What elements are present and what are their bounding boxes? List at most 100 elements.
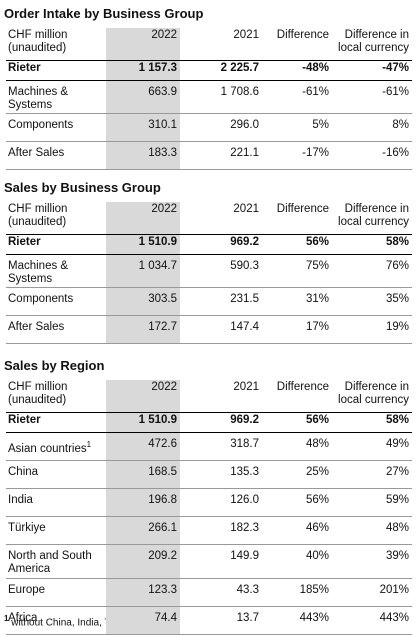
header-cell: Difference: [262, 28, 332, 61]
data-table: CHF million (unaudited) 2022 2021 Differenc…: [6, 28, 412, 170]
value-cell: 443%: [332, 606, 412, 635]
table-row: Türkiye 266.1 182.3 46% 48%: [6, 516, 412, 545]
row-label: Asian countries1: [6, 432, 106, 461]
row-label: Components: [6, 113, 106, 142]
table-row: China 168.5 135.3 25% 27%: [6, 460, 412, 489]
table-row: Components 310.1 296.0 5% 8%: [6, 113, 412, 142]
header-cell: CHF million (unaudited): [6, 202, 106, 235]
header-cell: Difference in local currency: [332, 380, 412, 413]
row-label-text: Rieter: [8, 236, 41, 248]
value-cell: 76%: [332, 254, 412, 288]
row-label-text: Europe: [8, 584, 46, 596]
value-cell: 17%: [262, 315, 332, 344]
row-label-text: Türkiye: [8, 522, 46, 534]
row-label-text: Components: [8, 293, 74, 305]
header-cell: Difference: [262, 202, 332, 235]
value-cell: 27%: [332, 460, 412, 489]
row-label-text: After Sales: [8, 147, 65, 159]
header-cell: Difference: [262, 380, 332, 413]
table-title: Order Intake by Business Group: [4, 6, 204, 21]
value-cell: 185%: [262, 578, 332, 607]
value-cell: 58%: [332, 234, 412, 255]
row-label-text: Machines & Systems: [8, 260, 69, 285]
table-row: Rieter 1 510.9 969.2 56% 58%: [6, 234, 412, 255]
row-label-text: Machines & Systems: [8, 86, 69, 111]
value-cell: 1 157.3: [106, 60, 180, 81]
value-cell: 56%: [262, 488, 332, 517]
value-cell: 310.1: [106, 113, 180, 142]
header-cell: Difference in local currency: [332, 28, 412, 61]
value-cell: 1 510.9: [106, 412, 180, 433]
row-label: Europe: [6, 578, 106, 607]
value-cell: 172.7: [106, 315, 180, 344]
value-cell: 31%: [262, 287, 332, 316]
header-cell: 2022: [106, 380, 180, 413]
header-cell: 2022: [106, 202, 180, 235]
header-cell: 2022: [106, 28, 180, 61]
table-title: Sales by Business Group: [4, 180, 161, 195]
value-cell: 590.3: [180, 254, 262, 288]
table-title: Sales by Region: [4, 358, 105, 373]
value-cell: 201%: [332, 578, 412, 607]
value-cell: 46%: [262, 516, 332, 545]
header-cell: 2021: [180, 380, 262, 413]
row-label: Africa: [6, 606, 106, 635]
value-cell: 75%: [262, 254, 332, 288]
value-cell: 168.5: [106, 460, 180, 489]
row-label: Machines & Systems: [6, 80, 106, 114]
row-label-text: North and South America: [8, 550, 92, 575]
value-cell: 209.2: [106, 544, 180, 579]
header-cell: CHF million (unaudited): [6, 380, 106, 413]
footnote-ref: 1: [86, 440, 92, 449]
table-row: Europe 123.3 43.3 185% 201%: [6, 578, 412, 607]
value-cell: 25%: [262, 460, 332, 489]
row-label: Machines & Systems: [6, 254, 106, 288]
header-row: CHF million (unaudited) 2022 2021 Differenc…: [6, 28, 412, 61]
value-cell: 49%: [332, 432, 412, 461]
value-cell: 123.3: [106, 578, 180, 607]
row-label-text: Components: [8, 119, 74, 131]
value-cell: 74.4: [106, 606, 180, 635]
value-cell: 231.5: [180, 287, 262, 316]
value-cell: -48%: [262, 60, 332, 81]
row-label-text: China: [8, 466, 39, 478]
row-label-text: Rieter: [8, 414, 41, 426]
value-cell: 35%: [332, 287, 412, 316]
row-label: Rieter: [6, 412, 106, 433]
value-cell: -61%: [262, 80, 332, 114]
table-row: Asian countries1 472.6 318.7 48% 49%: [6, 432, 412, 461]
value-cell: -61%: [332, 80, 412, 114]
row-label-text: Asian countries: [8, 442, 87, 455]
header-cell: 2021: [180, 202, 262, 235]
value-cell: -17%: [262, 141, 332, 170]
value-cell: 59%: [332, 488, 412, 517]
row-label: Rieter: [6, 234, 106, 255]
value-cell: 48%: [332, 516, 412, 545]
value-cell: 5%: [262, 113, 332, 142]
value-cell: 147.4: [180, 315, 262, 344]
row-label: Türkiye: [6, 516, 106, 545]
value-cell: 266.1: [106, 516, 180, 545]
row-label: China: [6, 460, 106, 489]
value-cell: 135.3: [180, 460, 262, 489]
data-table: CHF million (unaudited) 2022 2021 Differenc…: [6, 202, 412, 344]
value-cell: 182.3: [180, 516, 262, 545]
value-cell: 663.9: [106, 80, 180, 114]
value-cell: 1 708.6: [180, 80, 262, 114]
value-cell: 48%: [262, 432, 332, 461]
value-cell: -16%: [332, 141, 412, 170]
row-label-text: India: [8, 494, 33, 506]
value-cell: 221.1: [180, 141, 262, 170]
table-row: Machines & Systems 1 034.7 590.3 75% 76%: [6, 254, 412, 288]
value-cell: 126.0: [180, 488, 262, 517]
value-cell: 969.2: [180, 412, 262, 433]
value-cell: 472.6: [106, 432, 180, 461]
value-cell: 8%: [332, 113, 412, 142]
value-cell: 13.7: [180, 606, 262, 635]
value-cell: 2 225.7: [180, 60, 262, 81]
value-cell: 56%: [262, 234, 332, 255]
header-cell: CHF million (unaudited): [6, 28, 106, 61]
table-row: After Sales 172.7 147.4 17% 19%: [6, 315, 412, 344]
value-cell: 43.3: [180, 578, 262, 607]
